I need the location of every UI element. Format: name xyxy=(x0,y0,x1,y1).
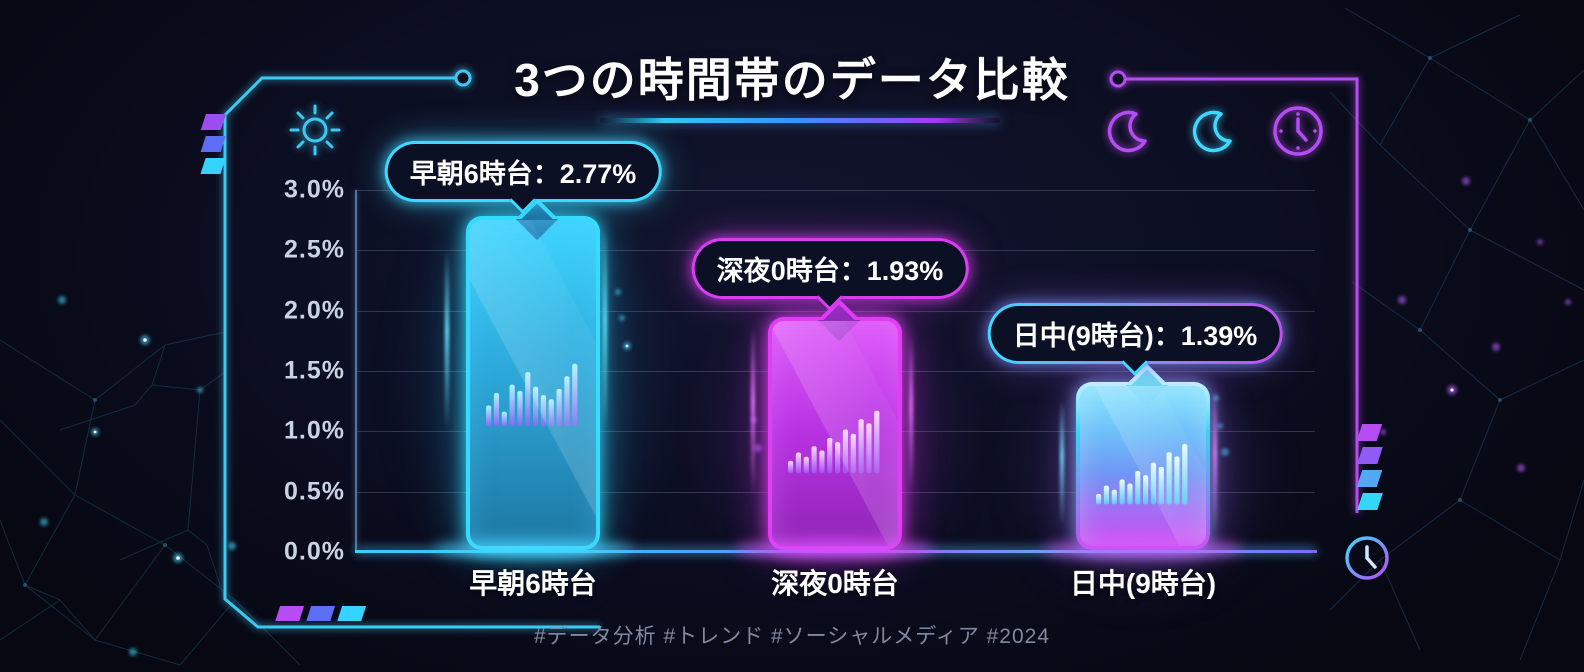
y-axis-label: 1.5% xyxy=(284,356,345,385)
baseline-glow xyxy=(357,546,1315,554)
x-axis-label-morning: 早朝6時台 xyxy=(469,568,597,599)
callout-midnight: 深夜0時台：1.93% xyxy=(691,238,969,311)
callout-label: 日中(9時台)：1.39% xyxy=(990,306,1280,361)
bar-chart: 3.0% 2.5% 2.0% 1.5% 1.0% 0.5% 0.0% xyxy=(284,176,1317,599)
glass-reflection xyxy=(470,220,596,546)
y-axis-label: 1.0% xyxy=(284,416,345,445)
y-axis-label: 0.0% xyxy=(284,537,345,566)
mini-bar-chart-icon xyxy=(486,363,578,427)
gridline xyxy=(357,190,1315,191)
footer-hashtags: #データ分析 #トレンド #ソーシャルメディア #2024 xyxy=(533,625,1051,648)
x-axis-label-midnight: 深夜0時台 xyxy=(771,568,899,599)
callout-daytime: 日中(9時台)：1.39% xyxy=(987,303,1283,376)
accent-chips-bottom-left xyxy=(275,606,367,621)
bar-morning xyxy=(466,197,600,550)
clock-icon xyxy=(1345,536,1389,580)
frame-right-purple xyxy=(1109,70,1359,513)
mini-bar-chart-icon xyxy=(788,411,880,474)
frame-left-cyan xyxy=(223,69,600,629)
y-axis-label: 2.0% xyxy=(284,296,345,325)
glass-reflection xyxy=(1080,386,1206,546)
moon-icon xyxy=(1192,110,1232,153)
x-axis-label-daytime: 日中(9時台) xyxy=(1069,568,1217,599)
title-underline xyxy=(600,118,1000,123)
glass-reflection xyxy=(772,321,898,546)
clock-icon xyxy=(1273,106,1323,156)
moon-icon xyxy=(1107,110,1147,153)
accent-chips-top-left xyxy=(200,114,226,174)
y-axis-label: 2.5% xyxy=(284,235,345,264)
callout-morning: 早朝6時台：2.77% xyxy=(384,141,662,214)
y-axis-label: 0.5% xyxy=(284,477,345,506)
page-title: 3つの時間帯のデータ比較 xyxy=(514,54,1070,106)
bar-midnight xyxy=(768,298,902,550)
accent-chips-right xyxy=(1356,424,1383,510)
sun-icon xyxy=(289,104,341,156)
y-axis xyxy=(355,190,357,552)
y-axis-label: 3.0% xyxy=(284,175,345,204)
bar-daytime xyxy=(1076,363,1210,550)
mini-bar-chart-icon xyxy=(1096,443,1188,505)
